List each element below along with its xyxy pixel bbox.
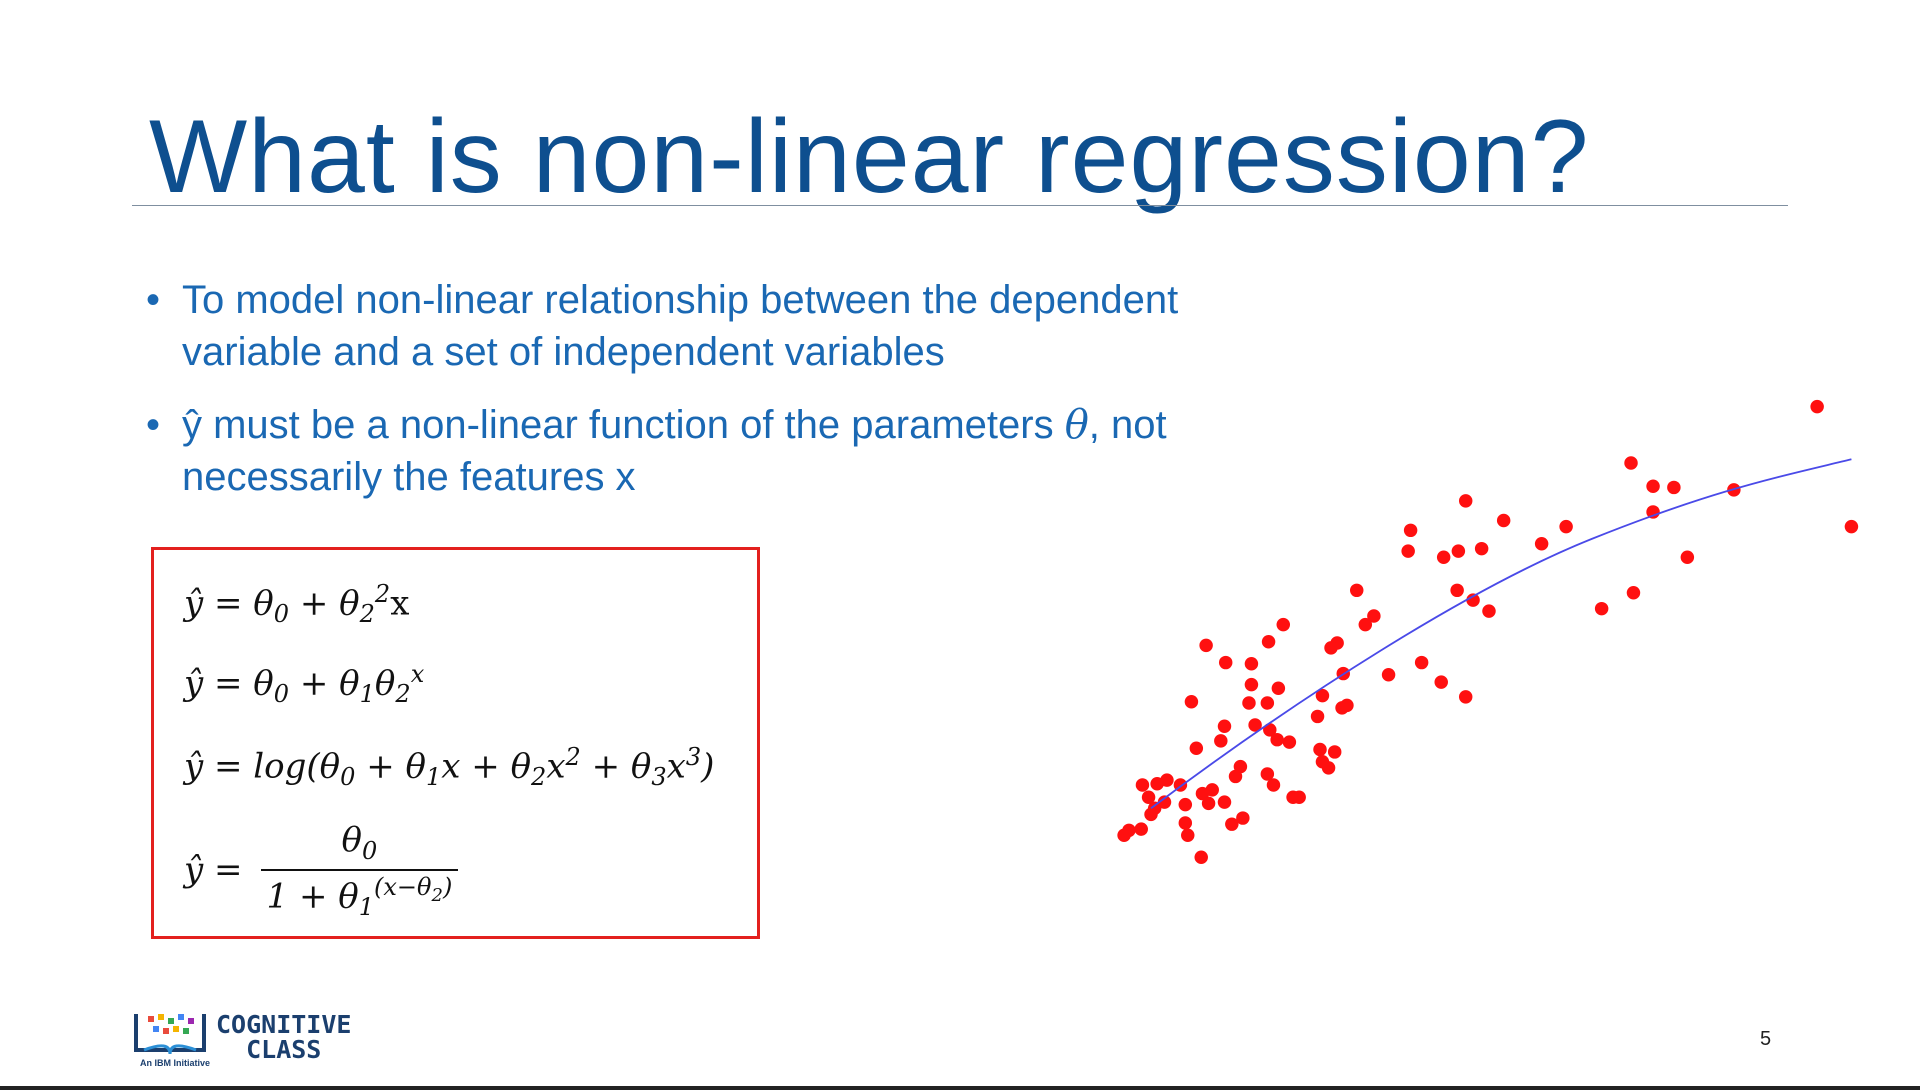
f: x + θ [441,746,532,787]
formula-box [151,547,760,939]
numerator: θ0 [342,820,378,869]
formula: ŷ = θ0 1 + θ1(x−θ2) [184,820,459,921]
sub: 0 [273,680,290,709]
f: ŷ = θ [184,663,274,704]
logo-tagline: An IBM Initiative [140,1058,211,1068]
f: ) [442,872,453,901]
sub: 1 [426,763,442,792]
text: ŷ must be a non-linear function of the p… [182,403,1065,447]
bullet-line: necessarily the features x [182,455,636,499]
fraction: θ0 1 + θ1(x−θ2) [260,820,459,921]
f: ŷ = θ [184,583,274,624]
sub: 2 [531,763,547,792]
logo-line: COGNITIVE [216,1010,352,1039]
f: θ [374,663,396,704]
denominator: 1 + θ1(x−θ2) [260,868,459,921]
fit-curve [1150,458,1852,810]
title-rule [132,205,1788,206]
f: + θ [580,746,652,787]
theta: θ [1064,402,1089,448]
bullet-line: variable and a set of independent variab… [182,330,945,374]
bullet-dot: • [146,278,161,322]
sub: 1 [359,680,375,709]
logo-icon [134,1014,206,1055]
sub: 2 [395,680,411,709]
f: x [666,746,686,787]
f: x [390,583,410,624]
sub: 0 [340,763,356,792]
f: ŷ = [184,850,243,891]
bullet: • To model non-linear relationship betwe… [146,274,1178,378]
sup: 2 [565,743,581,771]
f: ) [701,746,715,787]
formula: ŷ = log(θ0 + θ1x + θ2x2 + θ3x3) [184,743,714,791]
sup: 2 [374,580,391,608]
sub: 0 [362,836,378,865]
sup: x [410,660,425,688]
scatter-dots [1117,399,1859,864]
sup: 3 [685,743,702,771]
bullet: • ŷ must be a non-linear function of the… [146,399,1167,503]
bullet-line: To model non-linear relationship between… [182,278,1179,322]
f: + θ [355,746,427,787]
sub: 2 [359,600,375,629]
formula: ŷ = θ0 + θ1θ2x [184,660,424,708]
text: , not [1088,403,1167,447]
f: + θ [289,663,360,704]
f: 1 + θ [266,876,359,917]
sup: (x−θ2) [374,872,453,906]
f: (x−θ [374,872,432,901]
formula: ŷ = θ0 + θ22x [184,580,409,628]
f: + θ [289,583,360,624]
logo-line: CLASS [246,1035,322,1064]
slide-title: What is non-linear regression? [149,99,1590,215]
f: θ [341,820,363,860]
f: ŷ = log(θ [184,746,341,787]
logo-text: COGNITIVE CLASS [216,1012,351,1062]
sub: 0 [273,600,290,629]
page-number: 5 [1760,1028,1772,1050]
bullet-line: ŷ must be a non-linear function of the p… [146,399,1167,451]
sub: 1 [358,892,375,921]
bullet-dot: • [146,403,161,447]
sub: 2 [431,884,443,906]
bottom-edge [0,1086,1920,1090]
sub: 3 [651,763,667,792]
f: x [546,746,566,787]
